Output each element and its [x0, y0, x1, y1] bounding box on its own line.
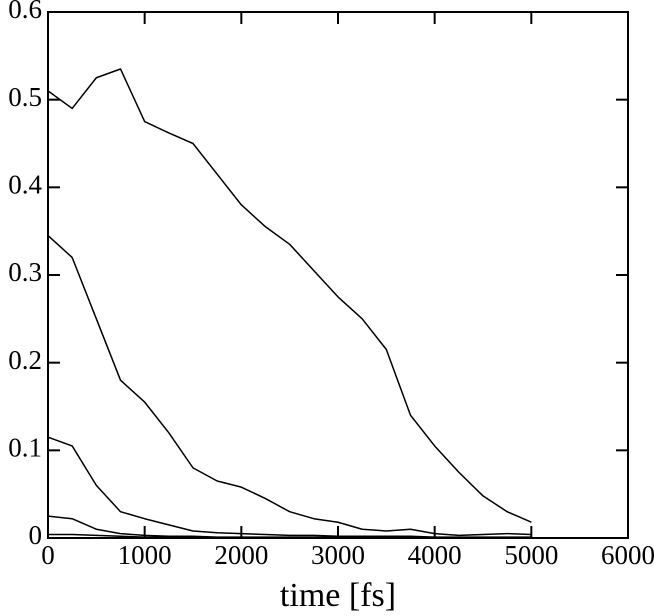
plot-frame	[47, 11, 629, 539]
y-tick-label: 0.4	[8, 170, 42, 200]
x-tick-label: 1000	[118, 540, 172, 570]
y-tick-label: 0.1	[8, 433, 42, 463]
x-tick-label: 4000	[408, 540, 462, 570]
y-tick-label: 0.3	[8, 257, 42, 287]
line-series	[48, 533, 532, 539]
y-tick-label: 0	[29, 520, 43, 550]
x-tick-label: 0	[41, 540, 55, 570]
x-tick-label: 2000	[214, 540, 268, 570]
line-series	[47, 234, 532, 537]
y-tick-label: 0.5	[8, 82, 42, 112]
line-series	[47, 436, 532, 538]
x-axis-label: time [fs]	[280, 577, 396, 614]
y-tick-label: 0.2	[8, 345, 42, 375]
line-series	[47, 68, 532, 523]
x-tick-label: 5000	[504, 540, 558, 570]
y-tick-label: 0.6	[8, 0, 42, 24]
x-tick-label: 6000	[601, 540, 654, 570]
x-tick-label: 3000	[311, 540, 365, 570]
